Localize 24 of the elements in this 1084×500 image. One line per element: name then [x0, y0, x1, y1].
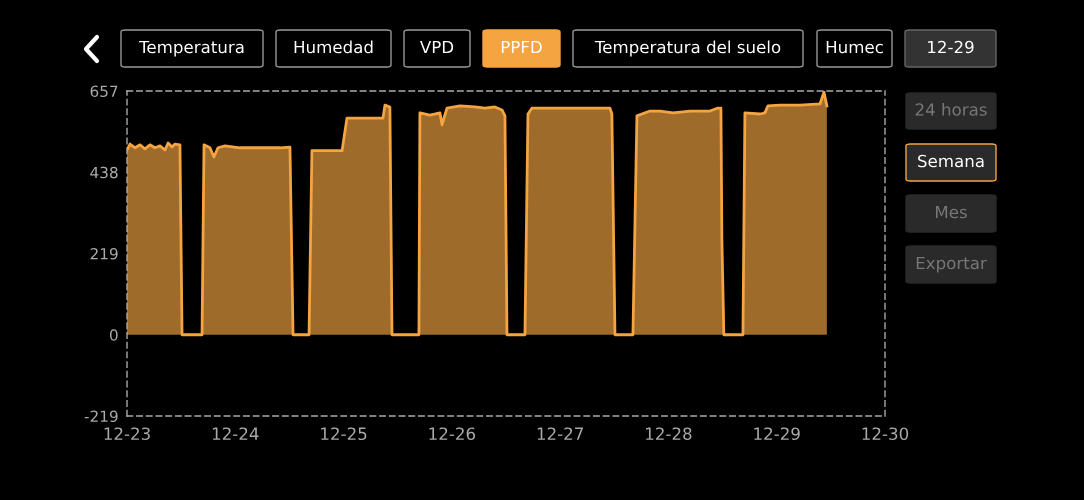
x-tick-label: 12-25 — [321, 427, 367, 441]
x-tick-label: 12-26 — [429, 427, 476, 441]
text: Mes — [935, 205, 967, 219]
x-tick-label: 12-24 — [212, 427, 259, 440]
text: PPFD — [501, 40, 542, 54]
text: Temperatura del suelo — [594, 40, 781, 57]
text: Temperatura — [139, 40, 244, 57]
text: 24 horas — [915, 102, 987, 116]
text: Humec — [826, 40, 883, 54]
x-tick-label: 12-27 — [537, 427, 583, 440]
y-tick-label: -219 — [84, 410, 118, 423]
text: VPD — [419, 40, 454, 54]
text: Semana — [918, 154, 984, 168]
text: Humedad — [294, 40, 373, 54]
x-tick-label: 12-23 — [104, 427, 150, 441]
y-tick-label: 657 — [90, 85, 118, 98]
x-tick-label: 12-30 — [862, 427, 909, 441]
text: 12-29 — [928, 40, 974, 54]
y-tick-label: 0 — [109, 329, 118, 341]
y-tick-label: 219 — [90, 247, 118, 260]
text: Exportar — [916, 256, 987, 273]
x-tick-label: 12-28 — [646, 427, 692, 441]
y-tick-label: 438 — [90, 166, 118, 179]
x-tick-label: 12-29 — [754, 427, 800, 441]
